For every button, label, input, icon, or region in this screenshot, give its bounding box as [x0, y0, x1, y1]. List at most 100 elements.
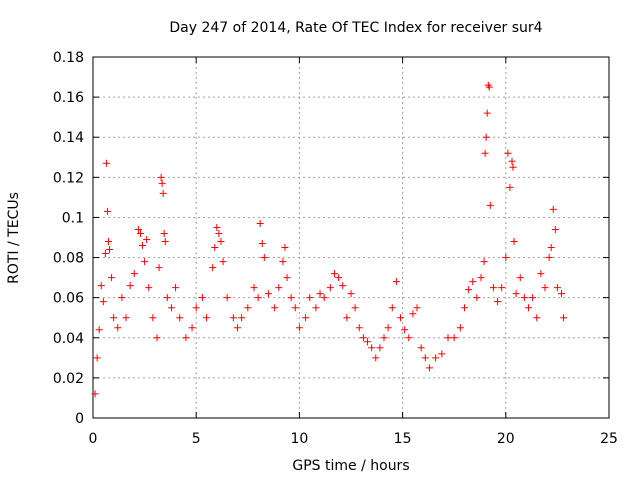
- data-point: [409, 310, 417, 318]
- data-point: [347, 290, 355, 298]
- data-point: [450, 334, 458, 342]
- data-point: [432, 354, 440, 362]
- data-point: [244, 304, 252, 312]
- data-point: [281, 244, 289, 252]
- data-point: [560, 314, 568, 322]
- data-point: [509, 163, 517, 171]
- data-point: [480, 258, 488, 266]
- data-point: [149, 314, 157, 322]
- data-point: [397, 314, 405, 322]
- data-point: [388, 304, 396, 312]
- data-point: [506, 183, 514, 191]
- data-point: [502, 254, 510, 262]
- data-point: [136, 229, 144, 237]
- data-point: [438, 350, 446, 358]
- data-point: [364, 338, 372, 346]
- data-point: [401, 326, 409, 334]
- data-point: [549, 205, 557, 213]
- data-point: [114, 324, 122, 332]
- y-tick-label: 0: [75, 411, 84, 427]
- data-point: [481, 149, 489, 157]
- data-point: [413, 304, 421, 312]
- data-point: [312, 304, 320, 312]
- data-point: [176, 314, 184, 322]
- data-point: [143, 236, 151, 244]
- data-point: [482, 133, 490, 141]
- data-point: [153, 334, 161, 342]
- data-point: [525, 304, 533, 312]
- data-point: [486, 201, 494, 209]
- data-point: [139, 242, 147, 250]
- data-point: [541, 284, 549, 292]
- data-point: [335, 274, 343, 282]
- data-point: [545, 254, 553, 262]
- data-point: [108, 274, 116, 282]
- data-point: [473, 294, 481, 302]
- data-point: [155, 264, 163, 272]
- data-point: [456, 324, 464, 332]
- data-point: [351, 304, 359, 312]
- x-tick-label: 0: [89, 431, 98, 447]
- data-point: [320, 294, 328, 302]
- data-point: [533, 314, 541, 322]
- data-point: [254, 294, 262, 302]
- y-tick-label: 0.16: [53, 90, 84, 106]
- data-point: [302, 314, 310, 322]
- data-point: [512, 290, 520, 298]
- chart-title: Day 247 of 2014, Rate Of TEC Index for r…: [169, 20, 542, 36]
- data-point: [219, 258, 227, 266]
- data-point: [558, 290, 566, 298]
- data-point: [213, 223, 221, 231]
- data-point: [188, 324, 196, 332]
- data-point: [126, 282, 134, 290]
- data-point: [483, 109, 491, 117]
- data-point: [421, 354, 429, 362]
- data-point: [551, 225, 559, 233]
- data-point: [211, 244, 219, 252]
- data-point: [130, 270, 138, 278]
- data-point: [256, 219, 264, 227]
- y-axis-label: ROTI / TECUs: [6, 192, 22, 284]
- data-point: [97, 282, 105, 290]
- data-point: [198, 294, 206, 302]
- data-point: [279, 258, 287, 266]
- data-point: [494, 298, 502, 306]
- data-point: [101, 250, 109, 258]
- data-point: [355, 324, 363, 332]
- y-tick-label: 0.04: [53, 331, 84, 347]
- axis-ticks: 0 0.02 0.04 0.06 0.08 0.1 0.12 0.14 0.16 0.18 0 5 10…: [53, 50, 618, 447]
- data-point: [295, 324, 303, 332]
- data-point: [485, 83, 493, 91]
- data-point: [223, 294, 231, 302]
- data-point: [238, 314, 246, 322]
- data-point: [444, 334, 452, 342]
- data-point: [160, 229, 168, 237]
- data-point: [118, 294, 126, 302]
- data-point: [275, 284, 283, 292]
- data-point: [258, 240, 266, 248]
- data-point: [122, 314, 130, 322]
- data-point: [461, 304, 469, 312]
- grid-layer: [93, 57, 609, 418]
- data-point: [264, 290, 272, 298]
- data-point: [250, 284, 258, 292]
- x-tick-label: 25: [600, 431, 618, 447]
- data-point: [498, 284, 506, 292]
- data-point: [102, 159, 110, 167]
- data-point: [343, 314, 351, 322]
- data-point: [291, 304, 299, 312]
- y-tick-label: 0.1: [62, 210, 84, 226]
- data-point: [103, 207, 111, 215]
- data-point: [158, 179, 166, 187]
- data-marks: [91, 81, 568, 398]
- data-point: [172, 284, 180, 292]
- data-point: [203, 314, 211, 322]
- data-point: [192, 304, 200, 312]
- data-point: [157, 173, 165, 181]
- data-point: [91, 390, 99, 398]
- data-point: [229, 314, 237, 322]
- plot-frame: [92, 56, 610, 419]
- x-tick-label: 10: [290, 431, 308, 447]
- data-point: [141, 258, 149, 266]
- data-point: [547, 244, 555, 252]
